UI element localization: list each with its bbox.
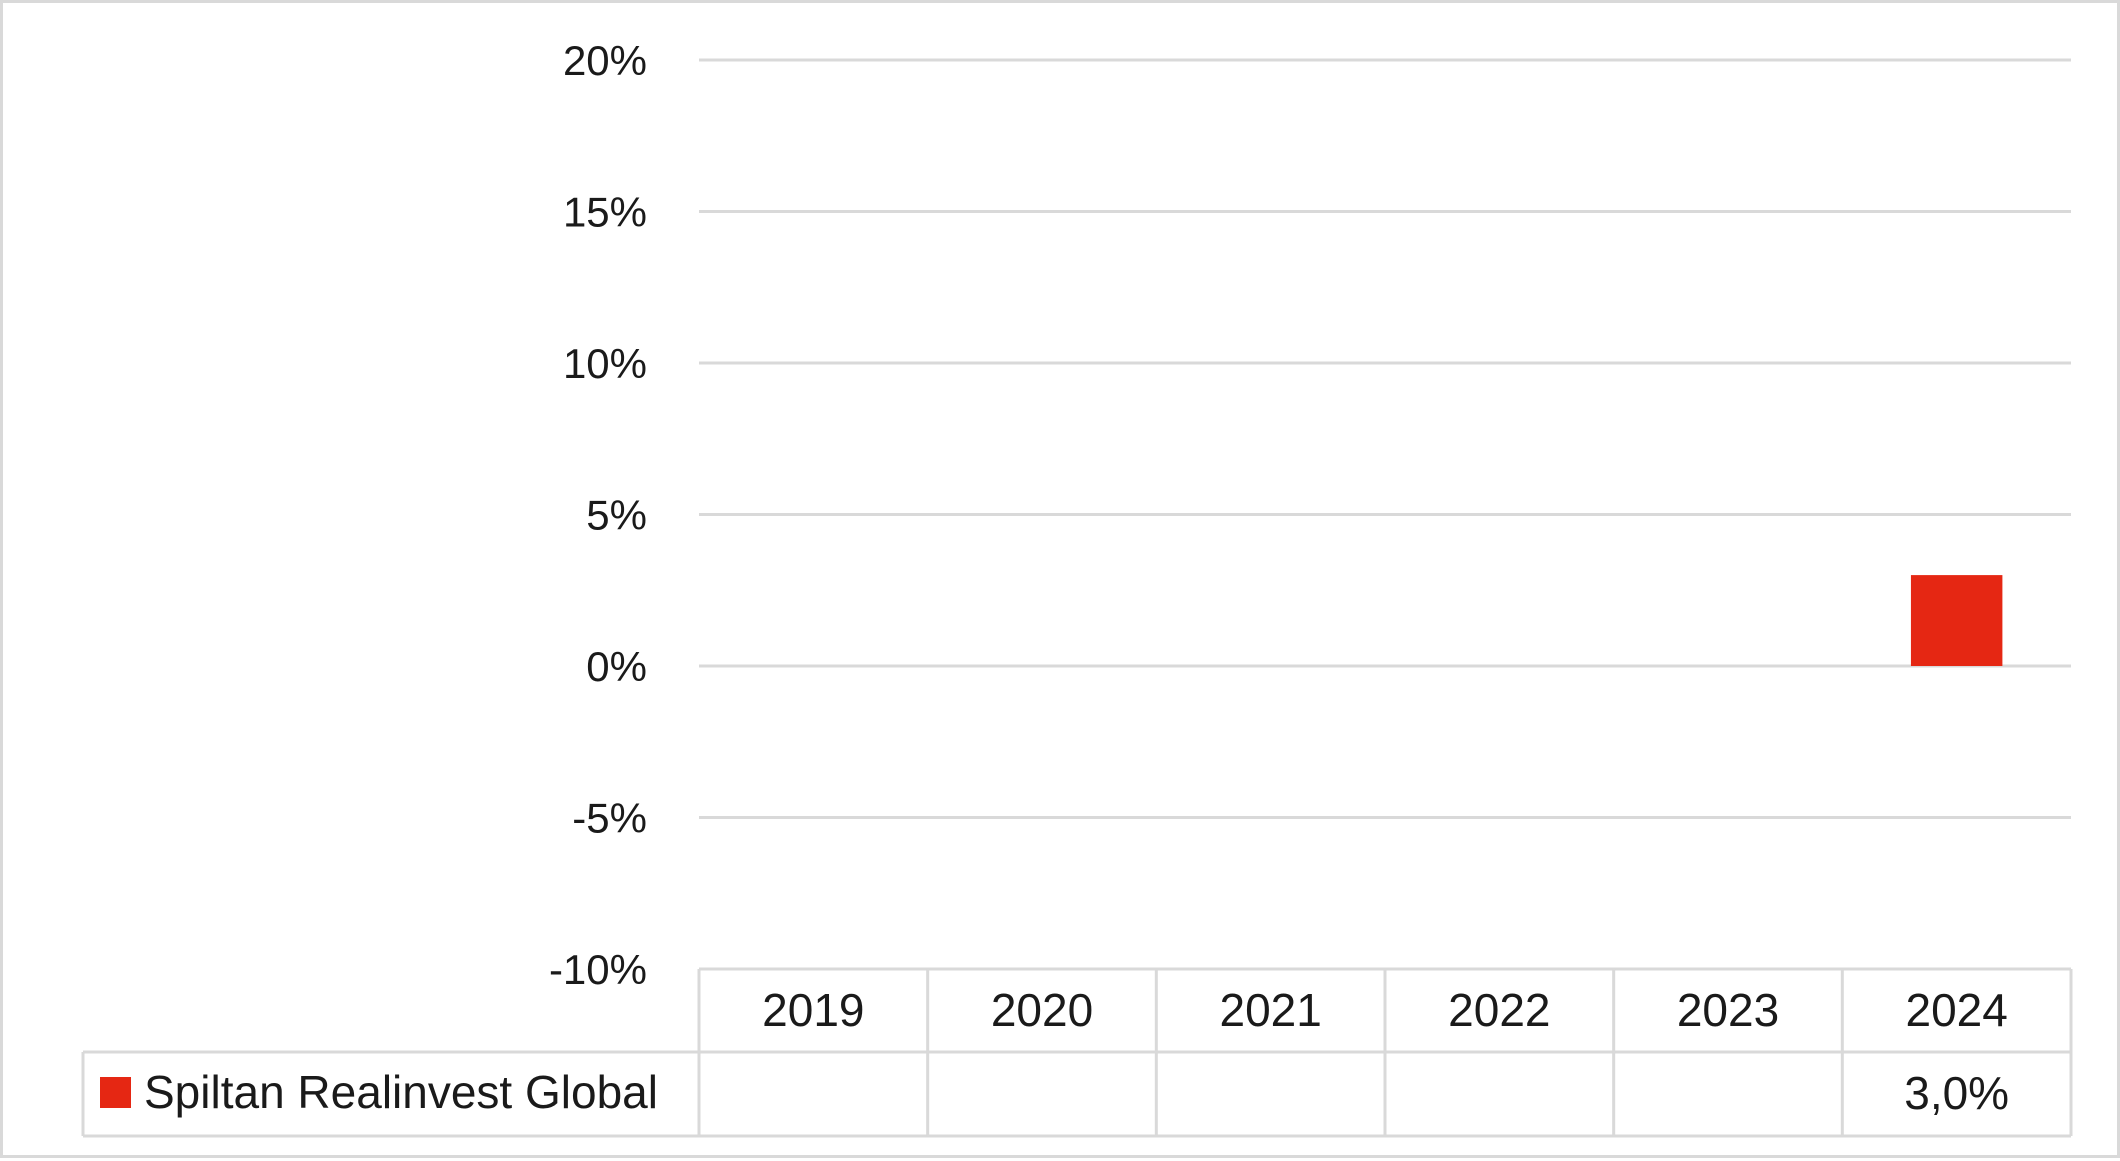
x-category-label: 2023	[1677, 984, 1779, 1036]
x-category-label: 2019	[762, 984, 864, 1036]
legend-label: Spiltan Realinvest Global	[144, 1066, 658, 1118]
y-tick-label: 20%	[563, 37, 647, 84]
table-value-cell: 3,0%	[1904, 1067, 2009, 1119]
y-tick-label: 5%	[586, 492, 647, 539]
grid-layer	[699, 58, 2071, 819]
bar-2024	[1910, 575, 2003, 666]
bar-layer	[1910, 575, 2003, 666]
y-tick-label: 15%	[563, 189, 647, 236]
y-tick-label: 10%	[563, 340, 647, 387]
x-category-label: 2021	[1219, 984, 1321, 1036]
x-category-label: 2020	[991, 984, 1093, 1036]
y-tick-label: 0%	[586, 643, 647, 690]
chart-svg: 20% 15% 10% 5% 0% -5% -10% 2019 2020 2021 2022 202…	[81, 37, 2073, 1138]
x-category-label: 2022	[1448, 984, 1550, 1036]
y-axis-tick-labels: 20% 15% 10% 5% 0% -5% -10%	[549, 37, 647, 993]
data-table: 2019 2020 2021 2022 2023 2024 Spiltan Realinve…	[81, 967, 2073, 1138]
legend-swatch	[100, 1077, 131, 1108]
y-tick-label: -5%	[572, 795, 647, 842]
x-category-label: 2024	[1905, 984, 2007, 1036]
y-tick-label: -10%	[549, 946, 647, 993]
